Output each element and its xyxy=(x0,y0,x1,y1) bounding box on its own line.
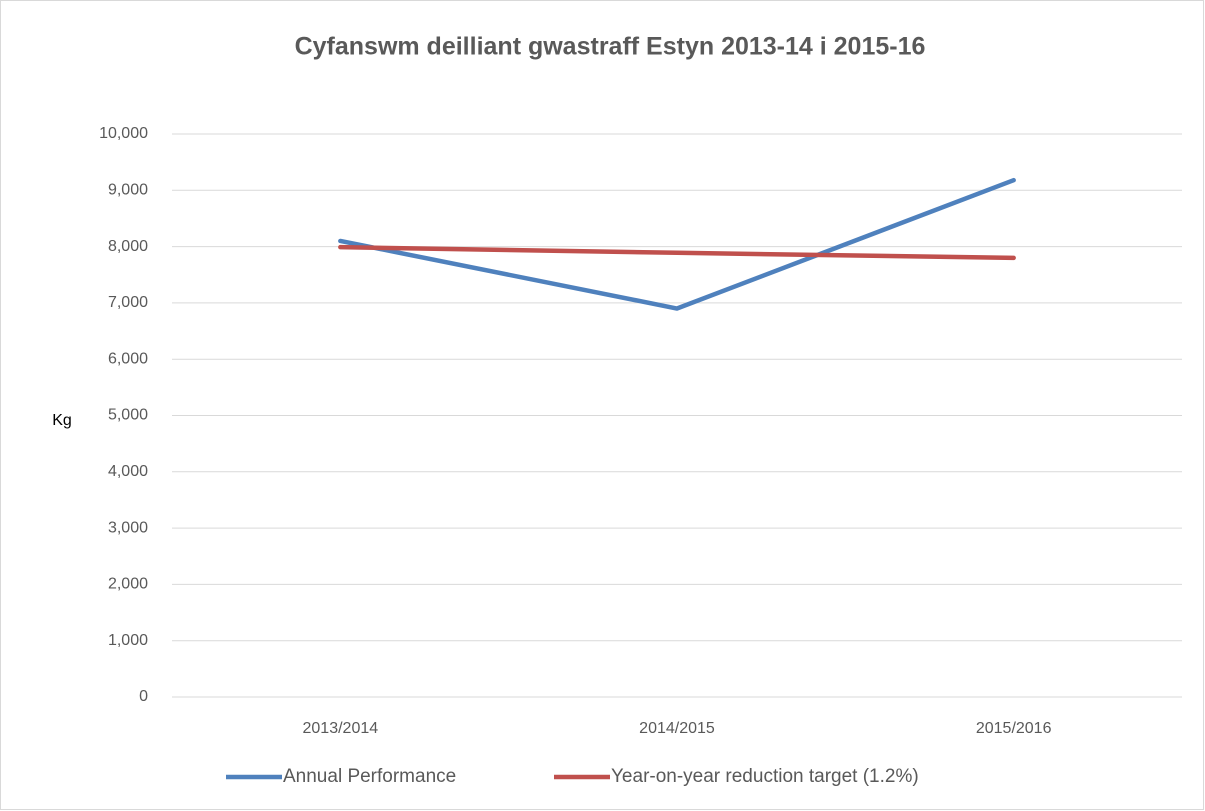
x-tick-label: 2014/2015 xyxy=(639,720,715,737)
y-tick-label: 2,000 xyxy=(108,576,148,593)
legend-label: Annual Performance xyxy=(283,766,456,787)
y-axis-label: Kg xyxy=(52,412,72,429)
y-tick-label: 5,000 xyxy=(108,407,148,424)
y-tick-label: 9,000 xyxy=(108,182,148,199)
y-tick-label: 1,000 xyxy=(108,632,148,649)
y-tick-label: 0 xyxy=(139,688,148,705)
y-tick-label: 6,000 xyxy=(108,350,148,367)
y-tick-label: 3,000 xyxy=(108,519,148,536)
series-line xyxy=(338,177,1016,311)
x-tick-label: 2013/2014 xyxy=(303,720,379,737)
legend-label: Year-on-year reduction target (1.2%) xyxy=(611,766,919,787)
y-tick-label: 8,000 xyxy=(108,238,148,255)
y-tick-label: 4,000 xyxy=(108,463,148,480)
chart-title: Cyfanswm deilliant gwastraff Estyn 2013-… xyxy=(295,33,926,61)
x-tick-label: 2015/2016 xyxy=(976,720,1052,737)
y-tick-label: 7,000 xyxy=(108,294,148,311)
y-tick-label: 10,000 xyxy=(99,125,148,142)
series-line xyxy=(338,244,1016,261)
